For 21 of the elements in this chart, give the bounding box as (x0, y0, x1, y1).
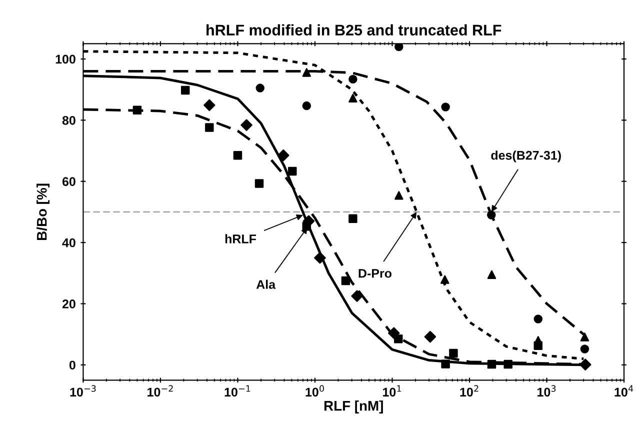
x-tick-label: 10$^{−3}$ (70, 385, 96, 397)
y-tick-label: 80 (62, 116, 76, 125)
annotation: des(B27-31) (491, 150, 561, 162)
y-tick-label: 100 (56, 54, 76, 64)
y-tick-label: 0 (69, 360, 76, 370)
annotation: Ala (256, 280, 276, 289)
y-tick-label: 40 (62, 238, 76, 248)
x-axis-title: RLF [nM] (324, 400, 383, 414)
y-tick-label: 20 (62, 300, 76, 308)
x-tick-label: 10$^{4}$ (614, 385, 634, 397)
y-axis-title: B/Bo [%] (36, 184, 50, 240)
chart-title: hRLF modified in B25 and truncated RLF (206, 24, 502, 36)
x-tick-label: 10$^{−2}$ (148, 385, 173, 397)
annotation: D-Pro (358, 269, 392, 278)
x-tick-label: 10$^{−1}$ (224, 385, 250, 397)
x-tick-label: 10$^{1}$ (383, 385, 402, 397)
annotation: hRLF (225, 234, 256, 244)
x-tick-label: 10$^{3}$ (538, 385, 556, 397)
x-tick-label: 10$^{2}$ (460, 385, 478, 397)
y-tick-label: 60 (62, 177, 76, 186)
x-tick-label: 10$^{0}$ (306, 385, 324, 397)
